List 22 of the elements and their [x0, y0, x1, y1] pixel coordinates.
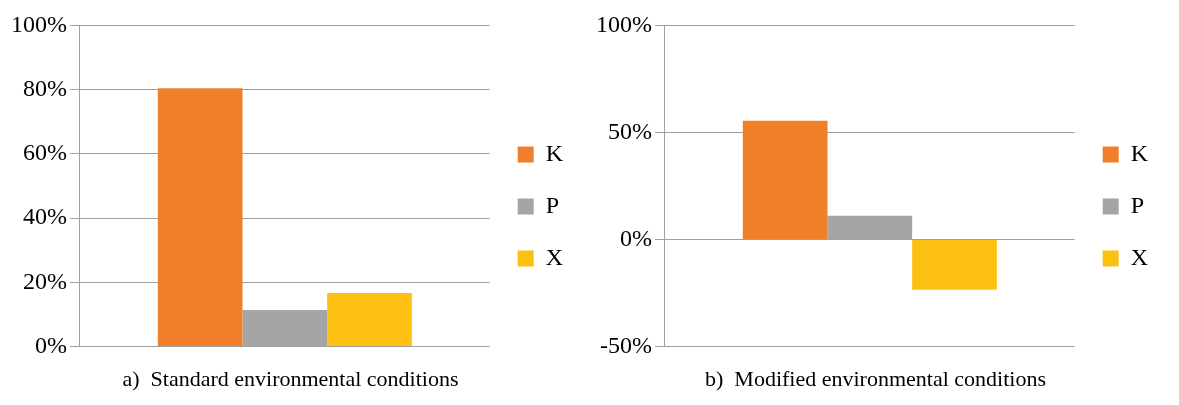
legend-label: X [1130, 243, 1149, 270]
y-tick-label: -50% [600, 331, 652, 358]
y-tick-label: 50% [607, 117, 652, 144]
y-tick-label: 40% [22, 203, 67, 230]
bar [327, 292, 412, 347]
y-tick-label: 100% [10, 10, 67, 37]
text: b) Modified environmental conditions [705, 365, 1046, 391]
y-tick-label: 20% [22, 267, 67, 294]
legend-label: X [545, 243, 564, 270]
y-tick-label: 0% [34, 331, 67, 358]
y-tick-label: 100% [595, 10, 652, 37]
bar [742, 120, 828, 240]
legend-label: K [1130, 139, 1149, 166]
bar [912, 240, 997, 290]
legend-label: K [545, 139, 564, 166]
text: a) Standard environmental conditions [122, 365, 459, 391]
legend-label: P [545, 191, 560, 218]
y-tick-label: 60% [22, 139, 67, 166]
legend-label: P [1130, 191, 1145, 218]
y-tick-label: 80% [22, 74, 67, 101]
bar [157, 88, 243, 347]
y-tick-label: 0% [619, 224, 652, 251]
